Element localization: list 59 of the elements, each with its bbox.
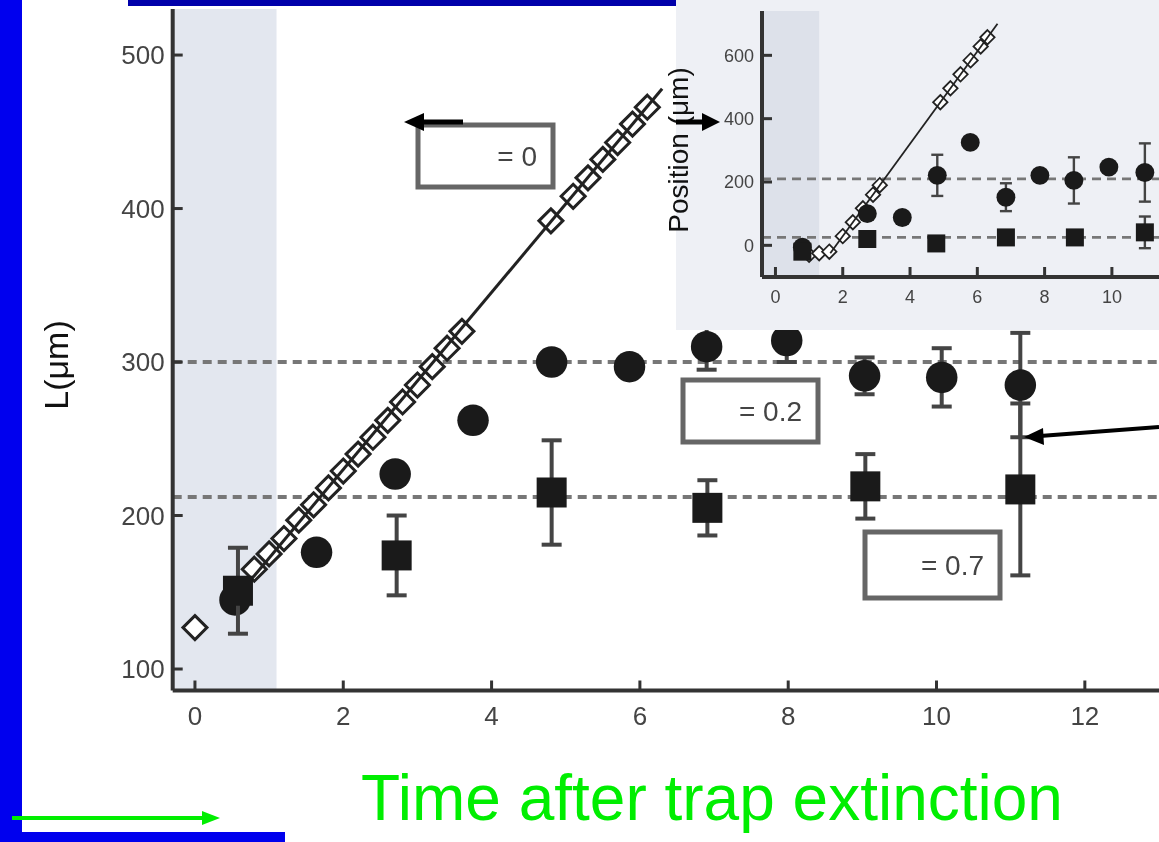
point [181,614,209,642]
x-axis-title: Time after trap extinction [361,762,1063,834]
annotation: = 0 [497,141,537,172]
point [925,361,958,394]
point [457,404,489,437]
point [536,477,567,508]
point [996,187,1016,207]
x-tick-label: 8 [1039,287,1050,307]
point [858,230,877,248]
point [1065,228,1084,247]
point [927,165,947,185]
point [857,204,877,224]
point [613,350,646,383]
point [379,458,411,490]
x-tick-label: 0 [187,700,203,731]
point [927,234,946,253]
point [996,228,1015,247]
point [821,243,838,260]
point [692,492,723,523]
point [1004,369,1037,401]
y-tick-label: 0 [743,235,754,256]
x-tick-label: 2 [837,287,848,307]
point [222,575,253,606]
point [960,132,980,152]
point [1030,165,1050,185]
x-tick-label: 0 [770,287,781,307]
x-tick-label: 2 [336,700,351,731]
point [381,540,412,571]
x-tick-label: 4 [905,287,916,307]
point [848,360,881,392]
y-tick-label: 500 [121,40,165,71]
x-tick-label: 10 [922,700,951,731]
annotation: = 0.2 [738,396,802,427]
annotation: = 0.7 [920,550,984,581]
y-axis-title: L(μm) [37,320,75,410]
point [1064,170,1084,190]
point [690,330,723,363]
point [850,471,881,502]
x-tick-label: 8 [780,700,796,731]
x-tick-label: 6 [972,287,983,307]
point [535,346,568,378]
x-tick-label: 12 [1070,700,1100,731]
y-tick-label: 600 [723,45,754,66]
point [1135,223,1154,242]
x-tick-label: 4 [484,700,499,731]
point [1135,163,1155,182]
point [1099,157,1119,177]
point [300,536,333,569]
y-tick-label: 100 [121,654,165,685]
y-tick-label: 200 [121,500,165,531]
point [793,242,812,261]
y-tick-label: 300 [121,347,165,378]
point [892,208,912,227]
point [1005,474,1036,505]
x-tick-label: 10 [1101,287,1122,307]
x-tick-label: 6 [632,700,648,731]
y-tick-label: 400 [121,193,165,224]
y-tick-label: 400 [723,109,754,130]
y-tick-label: 200 [723,172,754,193]
